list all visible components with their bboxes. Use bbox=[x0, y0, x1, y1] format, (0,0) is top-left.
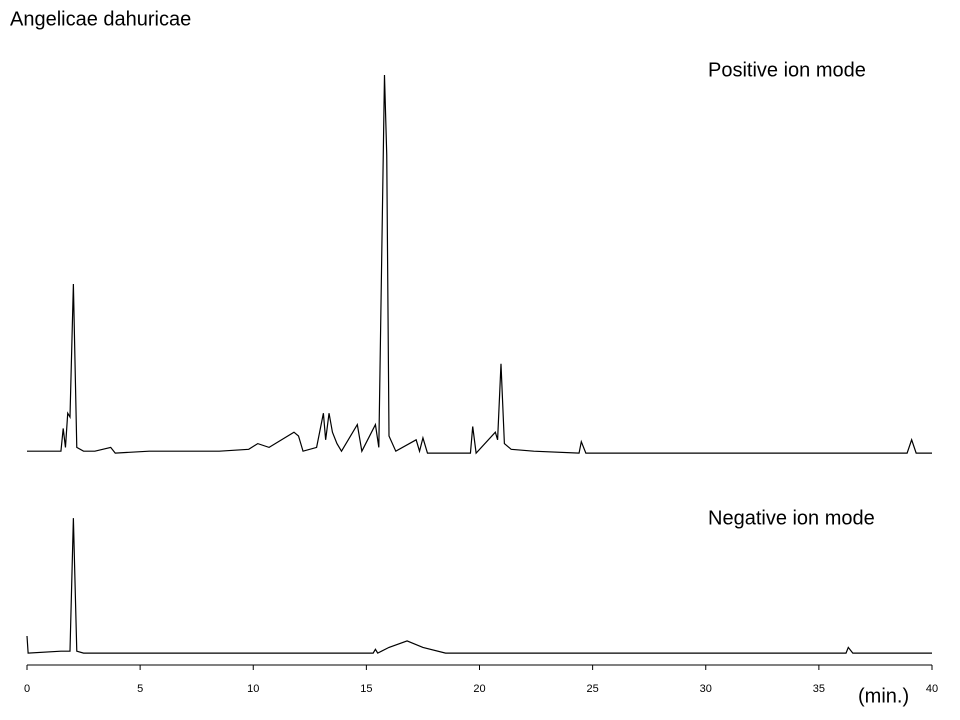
x-tick-label: 20 bbox=[473, 683, 485, 695]
x-tick-label: 5 bbox=[137, 683, 143, 695]
x-tick-label: 25 bbox=[587, 683, 599, 695]
x-tick-label: 10 bbox=[247, 683, 259, 695]
x-tick-label: 0 bbox=[24, 683, 30, 695]
x-tick-label: 40 bbox=[926, 683, 938, 695]
trace bbox=[26, 518, 932, 654]
annotation: Positive ion mode bbox=[708, 59, 866, 81]
x-tick-label: 15 bbox=[360, 683, 372, 695]
trace bbox=[27, 74, 932, 455]
x-axis-label: (min.) bbox=[858, 685, 909, 707]
chart-title: Angelicae dahuricae bbox=[10, 8, 191, 30]
x-tick-label: 35 bbox=[813, 683, 825, 695]
annotation: Negative ion mode bbox=[708, 507, 875, 529]
x-tick-label: 30 bbox=[700, 683, 712, 695]
